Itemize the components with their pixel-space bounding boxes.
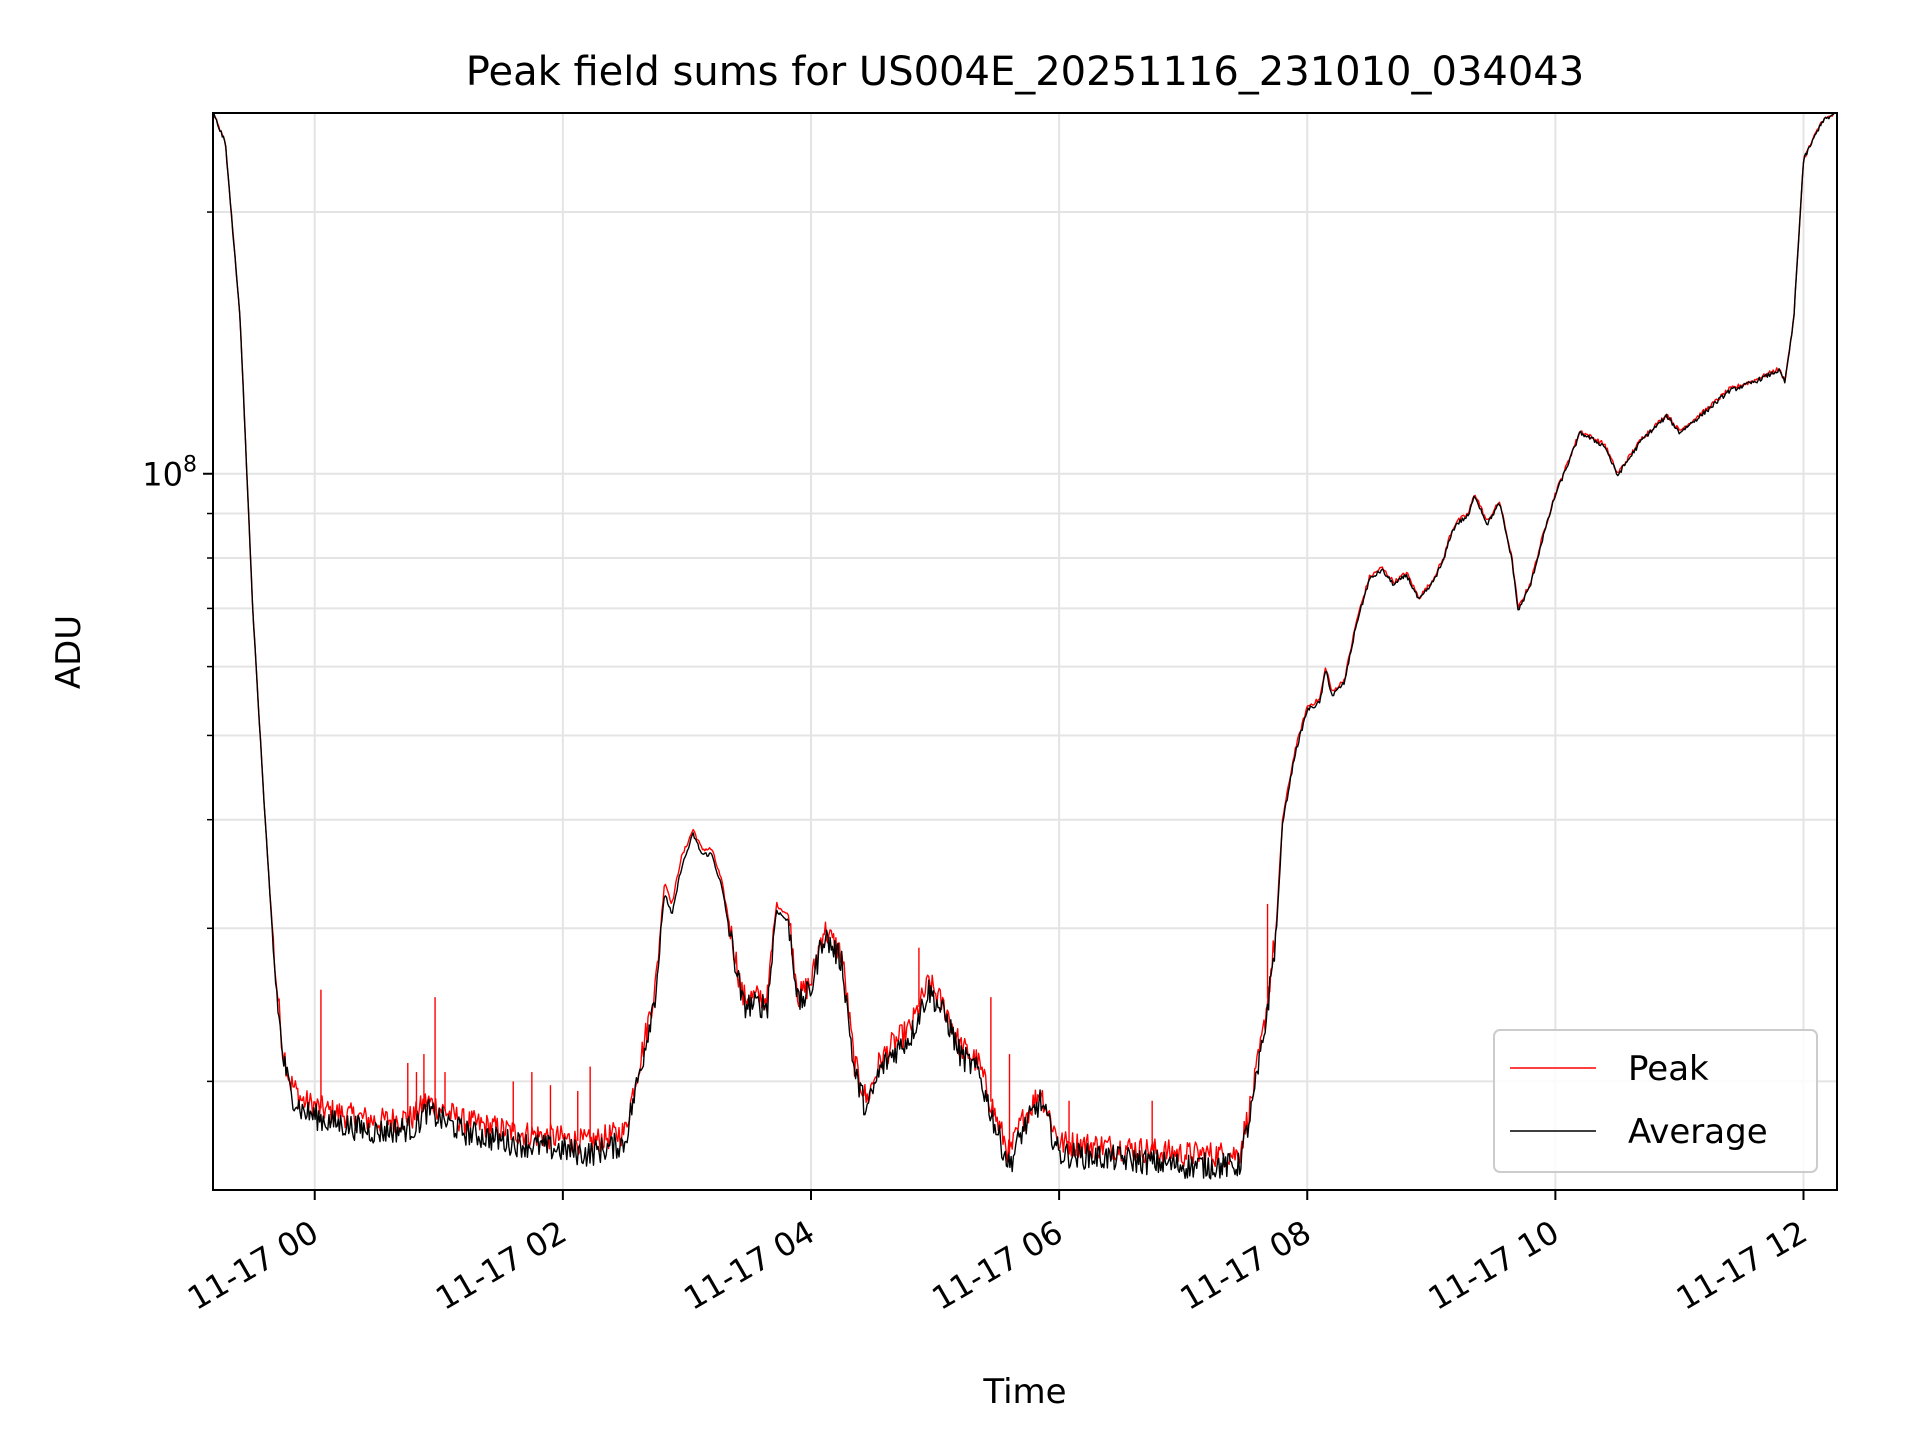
series-layer: [212, 112, 1838, 1180]
series-line-peak: [212, 112, 1837, 1168]
series-line-average: [212, 112, 1838, 1180]
legend: Peak Average: [1493, 1029, 1818, 1173]
y-tick-label: 108: [142, 453, 197, 494]
grid: [213, 113, 1837, 1190]
x-axis-label: Time: [982, 1372, 1066, 1412]
legend-average-label: Average: [1628, 1112, 1768, 1152]
plot-frame: [212, 112, 1838, 1191]
legend-peak-label: Peak: [1628, 1049, 1709, 1089]
legend-box: [1493, 1029, 1818, 1173]
chart-title: Peak field sums for US004E_20251116_2310…: [466, 49, 1584, 95]
y-axis-label: ADU: [49, 615, 89, 689]
